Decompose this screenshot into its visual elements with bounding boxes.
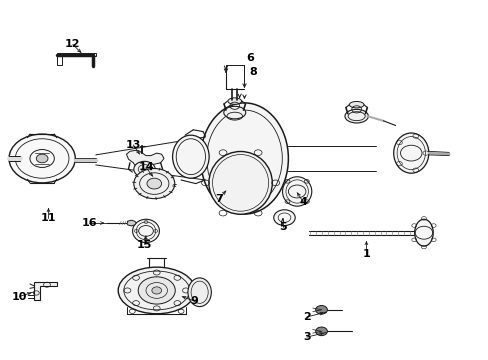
Ellipse shape [132,219,159,243]
Circle shape [273,210,295,226]
Circle shape [315,327,327,336]
Ellipse shape [187,278,211,307]
Text: 11: 11 [41,213,56,222]
Ellipse shape [393,133,428,173]
Text: 10: 10 [12,292,27,302]
Ellipse shape [224,106,245,119]
Ellipse shape [118,267,195,314]
Ellipse shape [348,102,363,108]
Circle shape [138,277,175,304]
Text: 15: 15 [137,239,152,249]
Text: 3: 3 [303,332,310,342]
Text: 13: 13 [125,140,141,150]
Circle shape [134,161,155,177]
Polygon shape [126,150,163,167]
Circle shape [147,178,161,189]
Ellipse shape [282,177,311,206]
Polygon shape [127,220,136,226]
Ellipse shape [172,135,209,178]
Text: 5: 5 [278,222,286,232]
Circle shape [9,134,75,183]
Ellipse shape [208,152,272,214]
Circle shape [134,168,174,199]
Text: 9: 9 [190,296,198,306]
Text: 16: 16 [81,218,97,228]
Circle shape [152,287,161,294]
Text: 7: 7 [215,194,223,204]
Circle shape [36,154,48,163]
Circle shape [315,306,327,314]
Polygon shape [57,53,96,65]
Text: 8: 8 [249,67,257,77]
Text: 2: 2 [303,312,310,322]
Ellipse shape [344,109,367,123]
Text: 1: 1 [362,248,369,258]
Ellipse shape [414,219,432,246]
Text: 12: 12 [65,40,81,49]
Polygon shape [34,282,57,300]
Ellipse shape [227,98,241,104]
Text: 4: 4 [299,197,306,207]
Ellipse shape [200,103,288,214]
Text: 6: 6 [246,53,254,63]
Text: 14: 14 [138,162,154,172]
